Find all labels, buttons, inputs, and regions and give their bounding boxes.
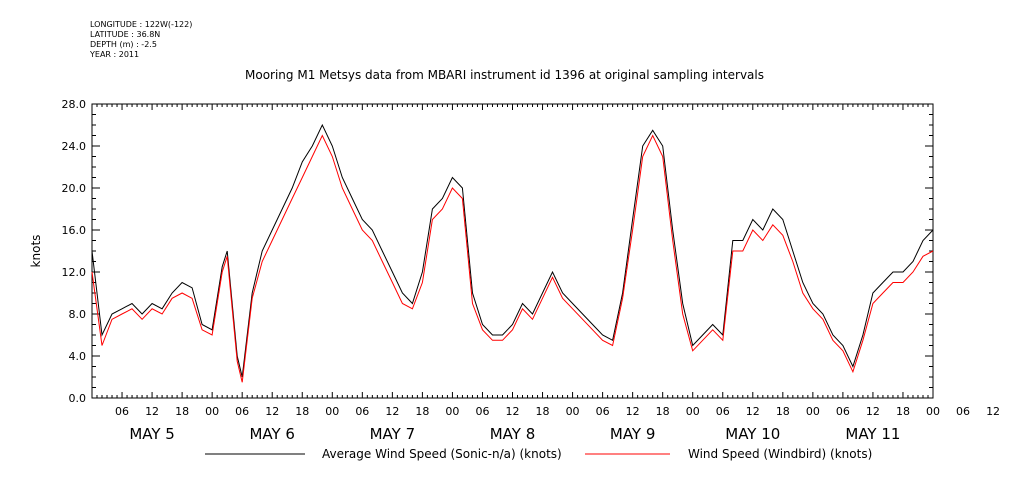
x-hour-tick-label: 12 [626,405,640,418]
x-hour-tick-label: 18 [776,405,790,418]
depth-label: DEPTH (m) : -2.5 [90,40,157,49]
x-day-label: MAY 6 [249,425,295,443]
series-line-average-wind-speed [91,123,934,378]
y-tick-label: 16.0 [62,224,87,237]
x-hour-tick-label: 00 [806,405,820,418]
legend-label: Average Wind Speed (Sonic-n/a) (knots) [322,447,562,461]
plot-frame [91,103,934,399]
chart-title: Mooring M1 Metsys data from MBARI instru… [245,68,764,82]
x-hour-tick-label: 18 [536,405,550,418]
x-day-label: MAY 10 [725,425,780,443]
x-hour-tick-label: 18 [896,405,910,418]
x-hour-tick-label: 06 [596,405,610,418]
x-hour-tick-label: 06 [355,405,369,418]
x-hour-tick-label: 12 [265,405,279,418]
y-axis-label: knots [29,235,43,268]
y-tick-label: 12.0 [62,266,87,279]
x-hour-tick-label: 06 [956,405,970,418]
x-hour-tick-label: 18 [415,405,429,418]
x-hour-tick-label: 00 [445,405,459,418]
x-hour-tick-label: 00 [686,405,700,418]
x-hour-tick-label: 00 [566,405,580,418]
x-hour-tick-label: 12 [746,405,760,418]
x-day-label: MAY 5 [129,425,175,443]
x-hour-tick-label: 00 [205,405,219,418]
x-day-label: MAY 7 [370,425,416,443]
legend-label: Wind Speed (Windbird) (knots) [688,447,872,461]
station-metadata: LONGITUDE : 122W(-122) LATITUDE : 36.8N … [90,20,192,60]
year-label: YEAR : 2011 [90,50,140,59]
x-hour-tick-label: 00 [926,405,940,418]
x-hour-tick-label: 06 [115,405,129,418]
x-hour-tick-label: 06 [716,405,730,418]
x-hour-tick-label: 06 [836,405,850,418]
series-line-windbird-wind-speed [91,134,934,383]
x-hour-tick-label: 18 [295,405,309,418]
longitude-label: LONGITUDE : 122W(-122) [90,20,193,29]
x-day-label: MAY 11 [845,425,900,443]
x-day-label: MAY 9 [610,425,656,443]
x-hour-tick-label: 12 [385,405,399,418]
x-hour-tick-label: 06 [235,405,249,418]
x-hour-tick-label: 06 [475,405,489,418]
y-tick-label: 8.0 [69,308,87,321]
x-hour-tick-label: 12 [866,405,880,418]
y-tick-label: 24.0 [62,140,87,153]
y-tick-label: 4.0 [69,350,87,363]
latitude-label: LATITUDE : 36.8N [90,30,161,39]
y-tick-label: 28.0 [62,98,87,111]
x-hour-tick-label: 18 [656,405,670,418]
x-hour-tick-label: 12 [506,405,520,418]
x-day-label: MAY 8 [490,425,536,443]
y-tick-label: 20.0 [62,182,87,195]
x-hour-tick-label: 12 [986,405,1000,418]
x-hour-tick-label: 00 [325,405,339,418]
x-hour-tick-label: 12 [145,405,159,418]
y-tick-label: 0.0 [69,392,87,405]
x-hour-tick-label: 18 [175,405,189,418]
